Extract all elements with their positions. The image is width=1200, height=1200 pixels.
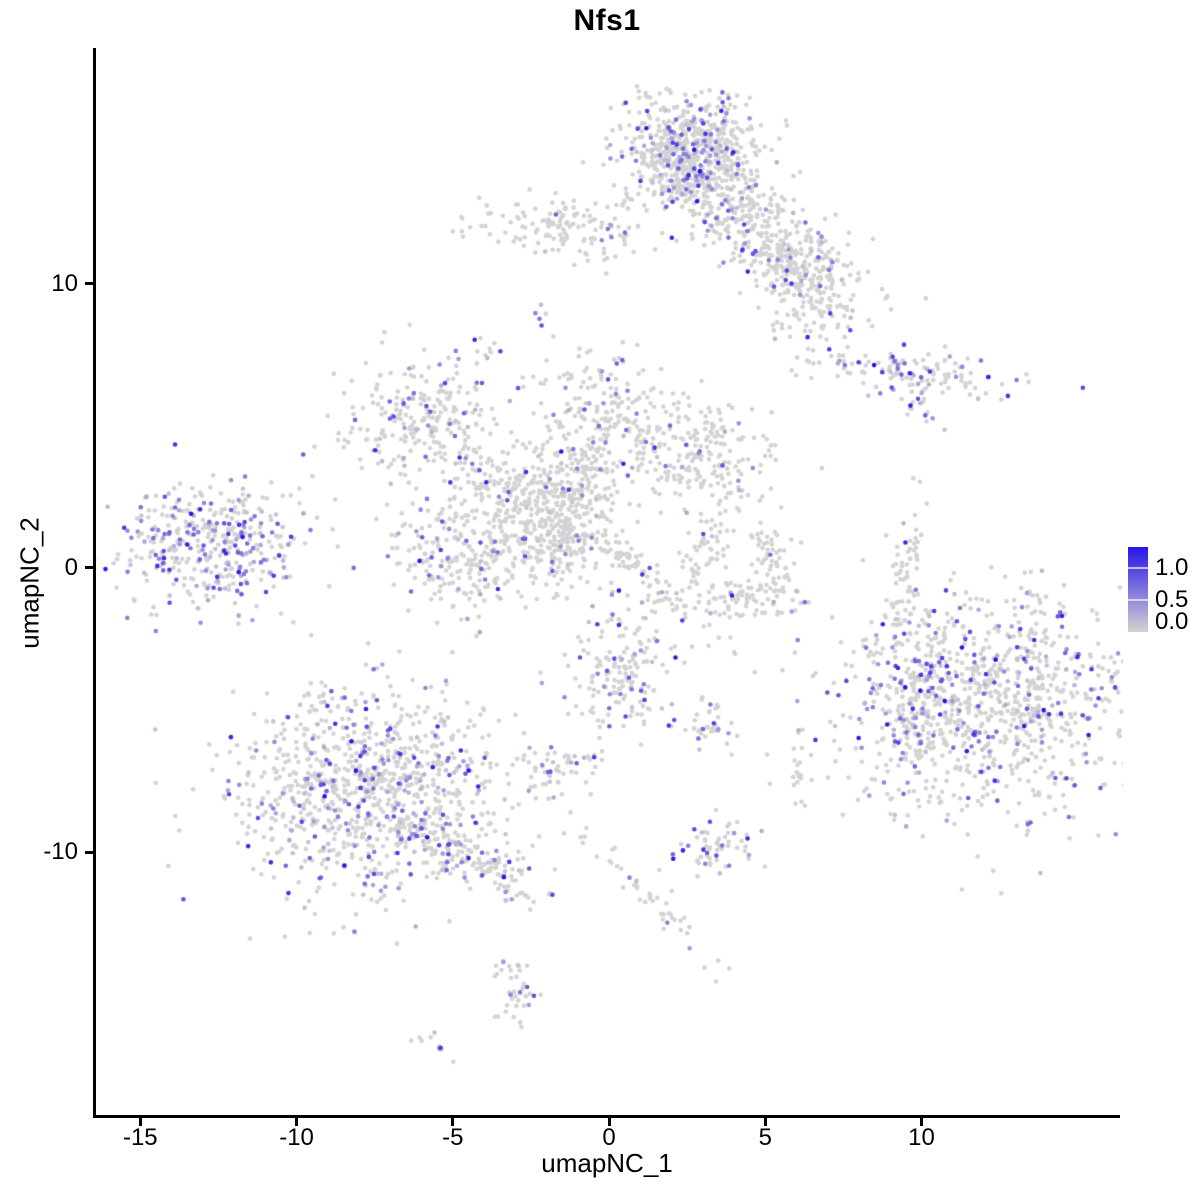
x-tick-label: -15: [122, 1124, 158, 1151]
legend-tick-label: 0.5: [1155, 585, 1189, 613]
x-tick-label: 10: [908, 1124, 935, 1151]
legend-tick-mark: [1128, 566, 1148, 569]
x-tick-mark: [607, 1118, 611, 1126]
x-axis-line: [93, 1115, 1120, 1118]
y-axis-line: [93, 48, 96, 1118]
y-tick-label: 10: [51, 269, 78, 297]
x-tick-label: -5: [442, 1124, 464, 1151]
x-tick-mark: [763, 1118, 767, 1126]
legend-tick-mark: [1128, 598, 1148, 601]
legend-gradient-bar: [1128, 547, 1148, 632]
legend-tick-label: 0.0: [1155, 608, 1189, 635]
y-axis-title: umapNC_2: [14, 517, 45, 649]
x-tick-mark: [295, 1118, 299, 1126]
y-tick-label: -10: [43, 838, 78, 866]
y-tick-mark: [85, 566, 93, 570]
legend-tick-label: 1.0: [1155, 553, 1189, 581]
y-tick-label: 0: [64, 553, 78, 581]
x-tick-mark: [920, 1118, 923, 1126]
x-tick-label: 0: [602, 1124, 616, 1151]
y-tick-mark: [85, 850, 93, 854]
x-tick-label: -10: [279, 1124, 314, 1151]
y-tick-mark: [85, 282, 93, 286]
x-tick-mark: [451, 1118, 455, 1126]
x-axis-title: umapNC_1: [541, 1148, 673, 1178]
x-tick-mark: [138, 1118, 142, 1126]
x-tick-label: 5: [758, 1124, 772, 1151]
plot-title: Nfs1: [573, 4, 641, 37]
